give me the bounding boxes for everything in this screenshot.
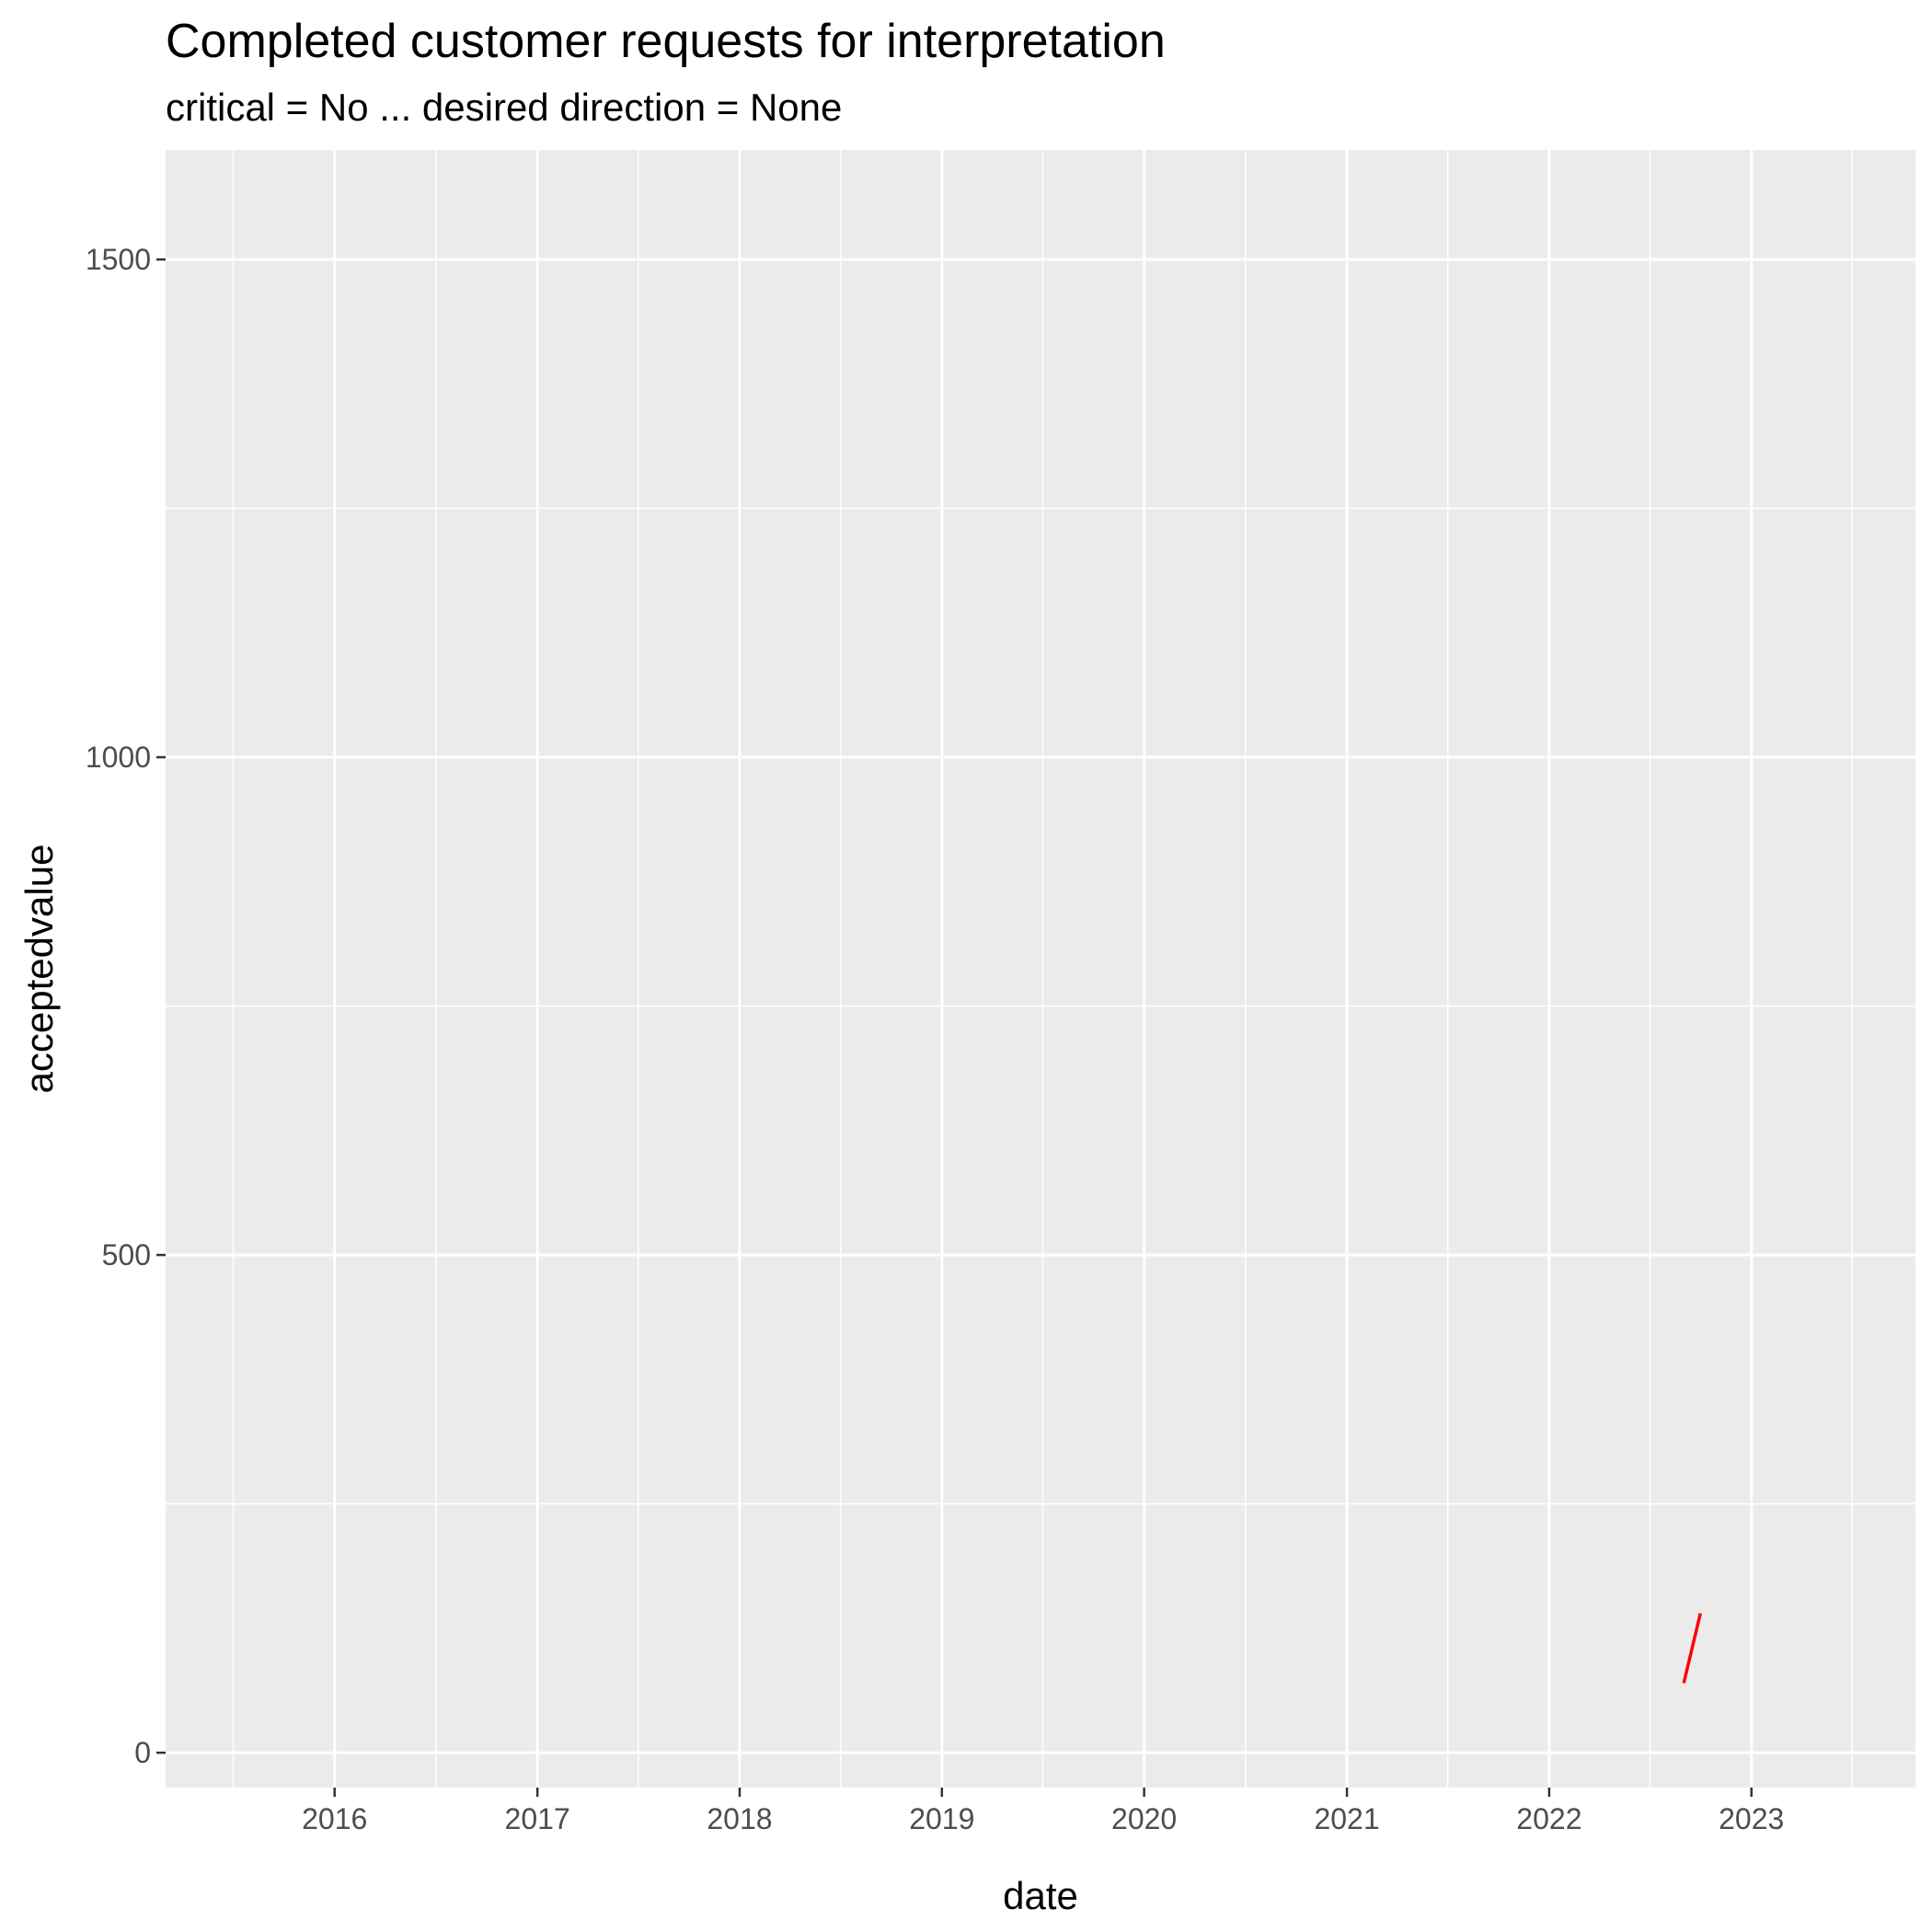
chart-title: Completed customer requests for interpre…	[166, 15, 1166, 68]
y-axis-label: acceptedvalue	[17, 845, 61, 1094]
x-tick-label: 2021	[1314, 1802, 1379, 1835]
gridlines	[166, 150, 1915, 1788]
chart-subtitle: critical = No ... desired direction = No…	[166, 86, 842, 129]
x-tick-label: 2020	[1111, 1802, 1177, 1835]
x-tick-label: 2016	[302, 1802, 367, 1835]
y-tick-label: 500	[102, 1238, 151, 1271]
series-lines	[1682, 1613, 1703, 1684]
x-axis-label: date	[1003, 1874, 1078, 1917]
y-tick-label: 0	[134, 1736, 151, 1769]
y-tick-label: 1000	[86, 741, 151, 774]
axis-ticks: 0 500 1000 1500 2016 2017 2018 2019 2020 2021 2022…	[86, 243, 1785, 1835]
x-tick-label: 2019	[909, 1802, 974, 1835]
x-tick-label: 2018	[707, 1802, 772, 1835]
plot-panel	[166, 150, 1915, 1788]
x-tick-label: 2023	[1719, 1802, 1784, 1835]
x-tick-label: 2022	[1516, 1802, 1581, 1835]
x-tick-label: 2017	[505, 1802, 570, 1835]
series-line	[1682, 1613, 1703, 1684]
y-tick-label: 1500	[86, 243, 151, 276]
